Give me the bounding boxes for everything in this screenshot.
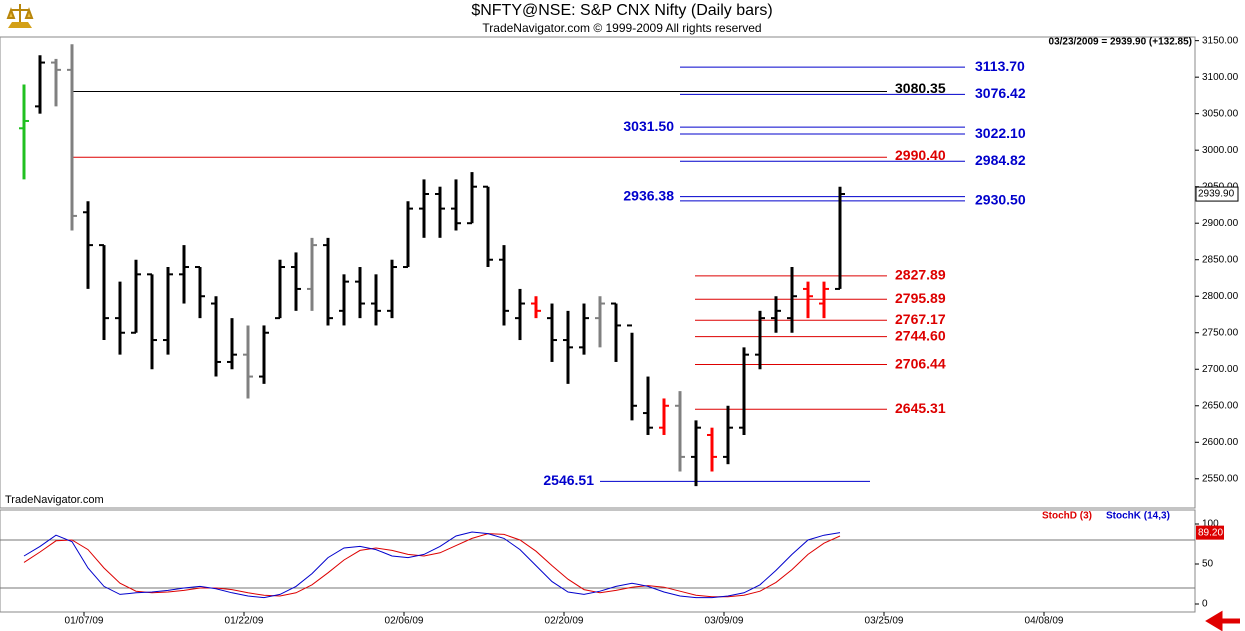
logo — [6, 4, 34, 28]
level-label: 2767.17 — [895, 311, 946, 327]
x-tick-label: 02/20/09 — [545, 616, 584, 627]
level-label: 3076.42 — [975, 85, 1026, 101]
y-tick-label: 50 — [1202, 559, 1214, 570]
y-tick-label: 2700.00 — [1202, 364, 1239, 375]
x-tick-label: 03/25/09 — [865, 616, 904, 627]
level-label: 2645.31 — [895, 400, 946, 416]
level-label: 2827.89 — [895, 267, 946, 283]
stoch-line — [23, 533, 841, 598]
level-label: 3080.35 — [895, 80, 946, 96]
x-tick-label: 01/22/09 — [225, 616, 264, 627]
level-label: 2744.60 — [895, 327, 946, 343]
last-price-label: 2939.90 — [1198, 189, 1235, 200]
y-tick-label: 2850.00 — [1202, 254, 1239, 265]
x-tick-label: 01/07/09 — [65, 616, 104, 627]
x-tick-label: 03/09/09 — [705, 616, 744, 627]
chart-title: $NFTY@NSE: S&P CNX Nifty (Daily bars) — [471, 2, 772, 19]
y-tick-label: 2750.00 — [1202, 327, 1239, 338]
watermark: TradeNavigator.com — [5, 494, 104, 506]
level-label: 2930.50 — [975, 192, 1026, 208]
level-label: 2795.89 — [895, 290, 946, 306]
level-label: 3022.10 — [975, 125, 1026, 141]
y-tick-label: 2900.00 — [1202, 218, 1239, 229]
y-tick-label: 3050.00 — [1202, 108, 1239, 119]
level-label: 3113.70 — [975, 58, 1025, 74]
y-tick-label: 0 — [1202, 599, 1208, 610]
y-tick-label: 3150.00 — [1202, 35, 1239, 46]
level-label: 2984.82 — [975, 152, 1026, 168]
y-tick-label: 2550.00 — [1202, 473, 1239, 484]
y-tick-label: 2600.00 — [1202, 437, 1239, 448]
legend-entry: StochD (3) — [1042, 511, 1092, 522]
scroll-arrow[interactable] — [1205, 610, 1240, 631]
chart-subtitle: TradeNavigator.com © 1999-2009 All right… — [482, 21, 761, 35]
legend-entry: StochK (14,3) — [1106, 511, 1170, 522]
y-tick-label: 3000.00 — [1202, 145, 1239, 156]
y-tick-label: 100 — [1202, 519, 1219, 530]
last-price-box — [1195, 186, 1239, 202]
last-stoch-box — [1196, 525, 1224, 540]
stoch-line — [23, 531, 841, 599]
y-tick-label: 3100.00 — [1202, 72, 1239, 83]
stoch-frame — [0, 509, 1196, 613]
level-label: 2936.38 — [623, 187, 674, 203]
last-stoch-label: 89.20 — [1198, 527, 1223, 538]
x-tick-label: 04/08/09 — [1025, 616, 1064, 627]
level-label: 2990.40 — [895, 147, 946, 163]
last-quote: 03/23/2009 = 2939.90 (+132.85) — [1049, 37, 1192, 48]
y-tick-label: 2800.00 — [1202, 291, 1239, 302]
x-tick-label: 02/06/09 — [385, 616, 424, 627]
level-label: 3031.50 — [623, 118, 674, 134]
y-tick-label: 2650.00 — [1202, 400, 1239, 411]
level-label: 2706.44 — [895, 355, 946, 371]
level-label: 2546.51 — [543, 472, 594, 488]
main-frame — [0, 36, 1196, 509]
